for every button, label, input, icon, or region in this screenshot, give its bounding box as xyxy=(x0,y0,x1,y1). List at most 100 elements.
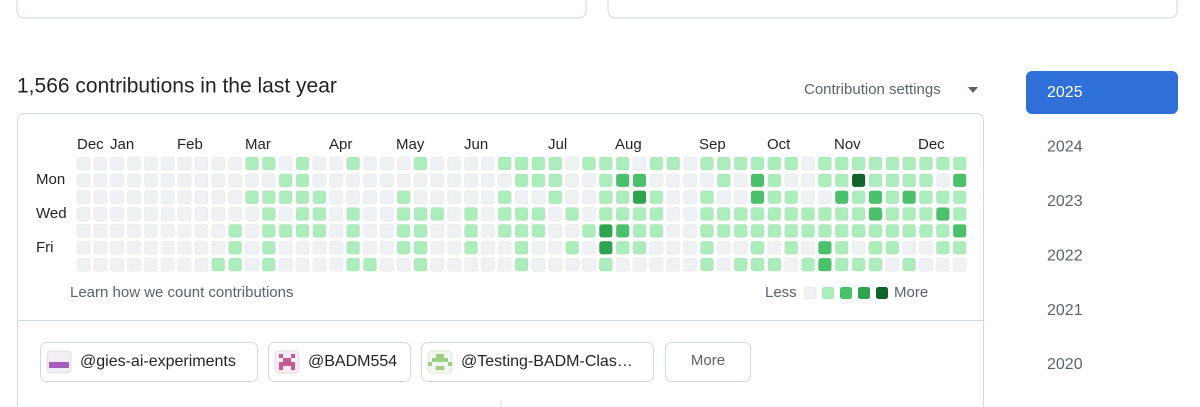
day-cell xyxy=(683,173,698,188)
day-cell xyxy=(514,240,529,255)
more-button[interactable]: More xyxy=(665,342,751,382)
day-cell xyxy=(935,207,950,222)
top-card xyxy=(16,0,587,19)
day-cell xyxy=(211,240,226,255)
day-cell xyxy=(464,257,479,272)
day-cell xyxy=(447,257,462,272)
day-cell xyxy=(211,207,226,222)
caret xyxy=(968,87,978,93)
day-cell xyxy=(548,173,563,188)
day-cell xyxy=(346,223,361,238)
day-cell xyxy=(582,207,596,222)
day-cell xyxy=(919,257,933,272)
day-cell xyxy=(784,156,799,171)
day-cell xyxy=(261,190,276,205)
year-link[interactable]: 2021 xyxy=(1047,302,1083,319)
day-cell xyxy=(514,207,529,222)
day-cell xyxy=(160,156,175,171)
day-cell xyxy=(379,207,394,222)
day-cell xyxy=(514,156,529,171)
day-cell xyxy=(76,207,91,222)
year-link[interactable]: 2023 xyxy=(1047,193,1083,210)
day-cell xyxy=(935,190,950,205)
day-cell xyxy=(127,156,142,171)
day-cell xyxy=(784,190,799,205)
day-cell xyxy=(632,240,647,255)
day-cell xyxy=(110,156,125,171)
day-cell xyxy=(851,190,866,205)
day-cell xyxy=(649,173,664,188)
day-cell xyxy=(379,240,394,255)
year-link[interactable]: 2020 xyxy=(1047,356,1083,373)
day-cell xyxy=(497,240,512,255)
org-name: @Testing-BADM-Clas… xyxy=(461,353,633,370)
org-chip[interactable]: @Testing-BADM-Clas… xyxy=(421,342,654,382)
day-cell xyxy=(194,257,209,272)
day-cell xyxy=(278,257,293,272)
day-cell xyxy=(935,240,950,255)
day-cell xyxy=(531,173,546,188)
day-cell xyxy=(396,257,411,272)
day-cell xyxy=(497,173,512,188)
year-link[interactable]: 2024 xyxy=(1047,139,1083,156)
settings-button[interactable]: Contribution settings xyxy=(804,81,941,98)
day-cell xyxy=(699,257,714,272)
day-cell xyxy=(885,207,900,222)
day-cell xyxy=(430,190,445,205)
day-cell xyxy=(177,240,192,255)
day-cell xyxy=(177,173,192,188)
day-cell xyxy=(801,207,816,222)
day-cell xyxy=(851,257,866,272)
day-cell xyxy=(143,173,158,188)
day-cell xyxy=(312,223,327,238)
day-cell xyxy=(362,156,377,171)
day-cell xyxy=(177,156,192,171)
day-cell xyxy=(615,173,630,188)
day-cell xyxy=(127,223,142,238)
day-cell xyxy=(784,207,799,222)
day-cell xyxy=(362,190,377,205)
day-cell xyxy=(817,173,832,188)
day-cell xyxy=(632,223,647,238)
day-cell xyxy=(245,173,259,188)
day-cell xyxy=(447,223,462,238)
day-cell xyxy=(548,257,563,272)
day-label: Mon xyxy=(36,171,65,188)
day-cell xyxy=(733,207,748,222)
year-link[interactable]: 2022 xyxy=(1047,247,1083,264)
day-cell xyxy=(952,190,967,205)
day-cell xyxy=(582,257,596,272)
day-cell xyxy=(632,207,647,222)
learn-link[interactable]: Learn how we count contributions xyxy=(70,284,293,301)
month-label: Dec xyxy=(918,136,945,153)
legend-swatch xyxy=(803,286,817,300)
day-cell xyxy=(716,257,731,272)
day-cell xyxy=(160,173,175,188)
org-chip[interactable]: @BADM554 xyxy=(268,342,411,382)
day-cell xyxy=(329,240,344,255)
day-cell xyxy=(868,240,883,255)
day-cell xyxy=(464,173,479,188)
day-cell xyxy=(295,207,310,222)
org-chip[interactable]: @gies-ai-experiments xyxy=(40,342,258,382)
day-cell xyxy=(127,207,142,222)
day-cell xyxy=(851,173,866,188)
day-cell xyxy=(514,173,529,188)
day-cell xyxy=(228,190,243,205)
day-cell xyxy=(699,240,714,255)
day-cell xyxy=(447,156,462,171)
day-cell xyxy=(143,240,158,255)
day-cell xyxy=(261,207,276,222)
day-cell xyxy=(430,223,445,238)
day-cell xyxy=(885,156,900,171)
day-cell xyxy=(329,190,344,205)
day-cell xyxy=(565,240,580,255)
day-cell xyxy=(110,207,125,222)
day-cell xyxy=(801,190,816,205)
year-link[interactable]: 2025 xyxy=(1047,84,1083,101)
day-cell xyxy=(817,156,832,171)
day-cell xyxy=(902,257,917,272)
day-cell xyxy=(902,173,917,188)
month-label: Dec xyxy=(77,136,104,153)
day-cell xyxy=(447,190,462,205)
